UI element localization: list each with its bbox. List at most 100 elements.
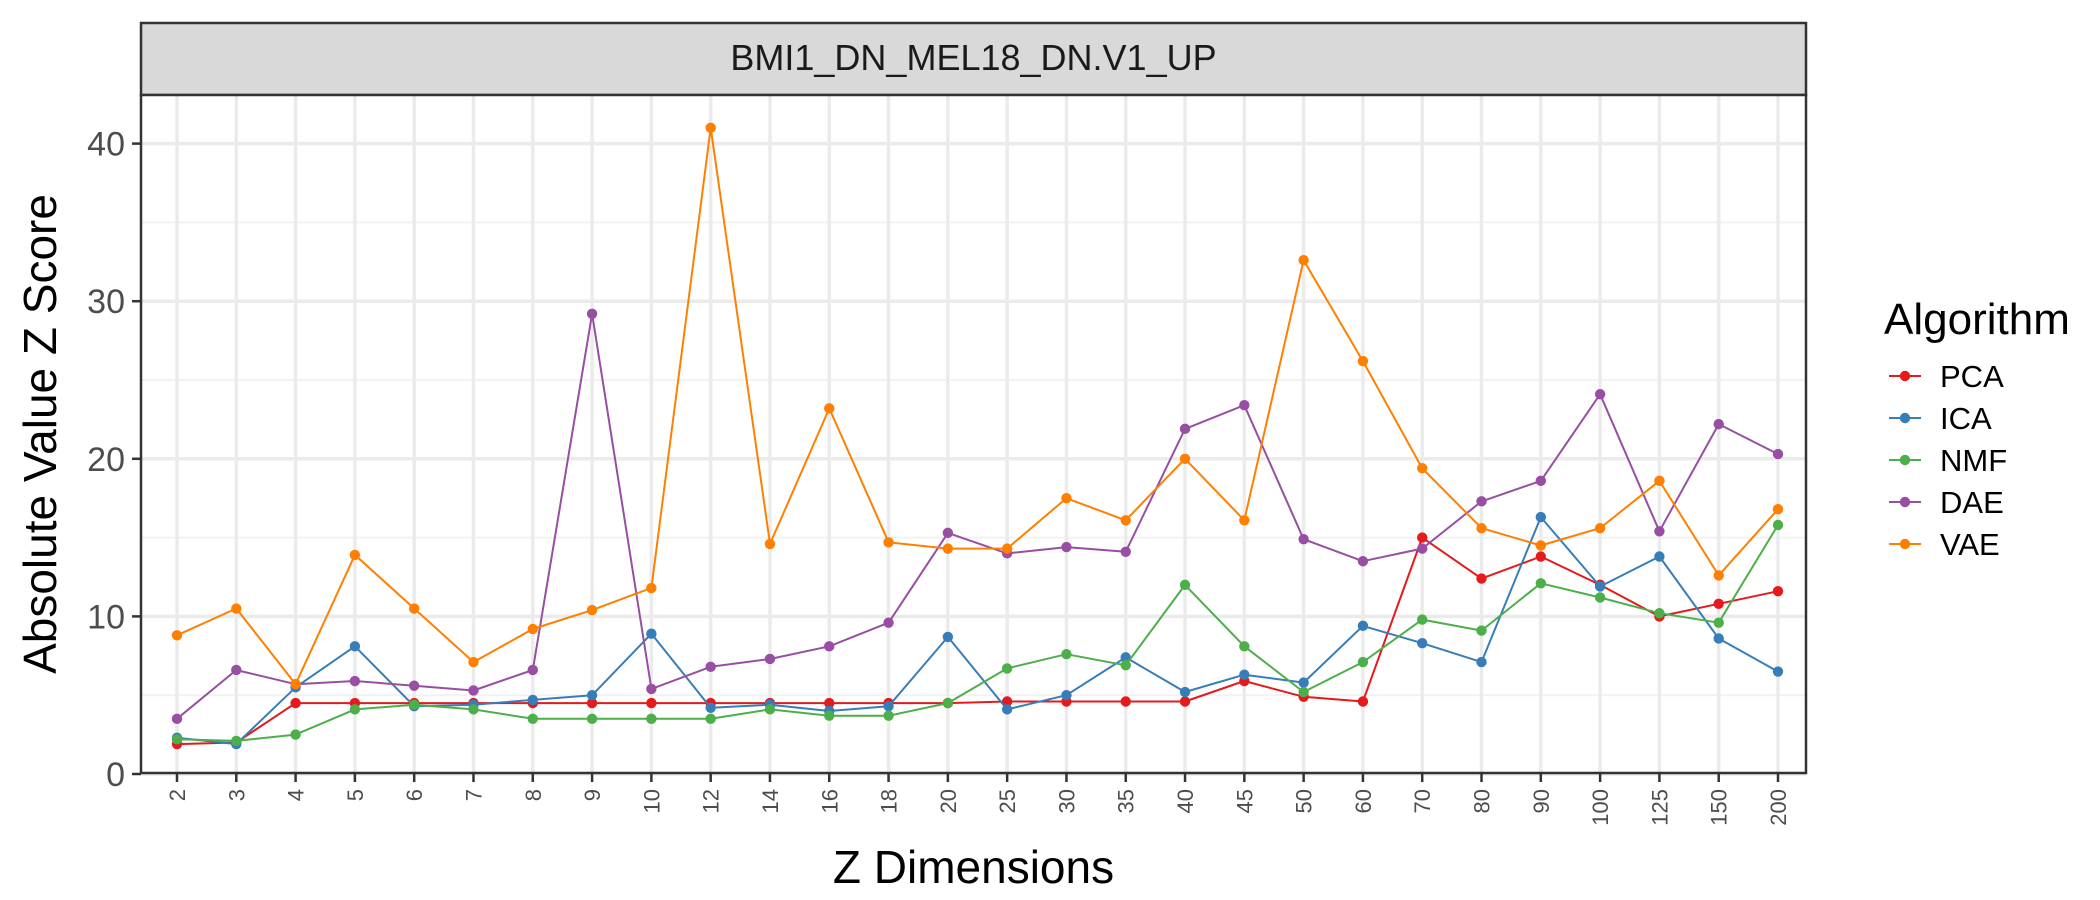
data-point-nmf [527, 713, 538, 725]
data-point-ica [883, 701, 894, 712]
data-point-vae [1120, 515, 1131, 526]
data-point-vae [883, 537, 894, 548]
x-tick-label: 7 [461, 789, 486, 801]
data-point-ica [586, 690, 598, 701]
x-tick-label: 14 [758, 789, 783, 813]
data-point-nmf [1654, 608, 1665, 619]
data-point-vae [468, 656, 479, 668]
y-tick-label: 30 [87, 283, 125, 321]
data-point-pca [1357, 696, 1369, 707]
data-point-nmf [1179, 579, 1191, 591]
data-point-ica [1179, 686, 1191, 698]
data-point-dae [468, 685, 479, 696]
series-line-dae [176, 312, 1779, 720]
series-line-nmf [176, 524, 1779, 742]
data-point-dae [171, 713, 183, 725]
legend-items: PCA ICA NMF DAE VAE [1889, 359, 2007, 562]
data-point-vae [349, 549, 361, 561]
x-tick-label: 70 [1410, 789, 1435, 813]
x-tick-label: 80 [1470, 789, 1495, 813]
legend-swatch-point [1899, 538, 1911, 550]
data-point-dae [1594, 388, 1606, 400]
data-point-vae [1417, 463, 1428, 474]
data-point-pca [824, 697, 835, 709]
data-point-nmf [1713, 617, 1724, 628]
x-tick-label: 60 [1351, 789, 1376, 813]
x-tick-label: 12 [699, 789, 724, 813]
legend-swatch-point [1899, 370, 1911, 382]
y-tick-label: 20 [87, 441, 125, 479]
data-point-nmf [1061, 649, 1072, 660]
legend-title: Algorithm [1884, 295, 2070, 344]
data-point-nmf [290, 729, 301, 740]
data-point-ica [1120, 652, 1131, 663]
x-tick-label: 20 [936, 789, 961, 813]
data-point-vae [1239, 515, 1250, 526]
y-tick-label: 10 [87, 598, 125, 636]
data-point-vae [586, 604, 598, 616]
x-tick-label: 45 [1232, 789, 1257, 813]
data-point-vae [1061, 493, 1072, 504]
data-point-nmf [171, 734, 183, 745]
data-point-pca [1713, 598, 1724, 609]
data-point-nmf [586, 713, 598, 725]
data-point-vae [408, 603, 420, 614]
data-point-dae [646, 683, 657, 695]
data-point-ica [1357, 620, 1369, 632]
x-axis: 2 3 4 5 6 7 8 9 10 12 14 16 18 20 25 30 35 40 45 50 60 70 80 90… [165, 773, 1791, 826]
data-point-ica [1594, 581, 1606, 592]
data-point-nmf [1298, 686, 1309, 698]
data-point-ica [527, 694, 538, 706]
data-point-nmf [231, 735, 242, 747]
data-point-pca [1772, 585, 1784, 597]
data-point-dae [349, 675, 361, 687]
data-point-vae [705, 122, 716, 134]
x-tick-label: 3 [224, 789, 249, 801]
data-point-dae [705, 661, 716, 673]
data-point-dae [1772, 448, 1784, 460]
data-point-ica [705, 702, 716, 714]
data-point-pca [1120, 696, 1131, 707]
data-point-nmf [883, 710, 894, 721]
data-point-dae [586, 308, 598, 320]
data-point-vae [290, 678, 301, 690]
x-tick-label: 4 [284, 789, 309, 801]
data-point-dae [1061, 541, 1072, 553]
data-point-vae [1594, 522, 1606, 534]
data-point-dae [824, 641, 835, 652]
data-point-pca [1417, 532, 1428, 543]
data-point-dae [1357, 556, 1369, 567]
x-axis-title: Z Dimensions [833, 841, 1114, 893]
x-tick-label: 90 [1529, 789, 1554, 813]
data-point-vae [527, 623, 538, 635]
data-point-ica [1476, 656, 1487, 668]
data-point-ica [1417, 637, 1428, 649]
data-point-vae [646, 582, 657, 594]
panel-border [139, 93, 1808, 775]
data-point-nmf [764, 704, 776, 715]
series-line-vae [176, 126, 1779, 686]
x-tick-label: 18 [877, 789, 902, 813]
data-point-nmf [824, 710, 835, 721]
series-nmf [171, 519, 1784, 747]
legend-label: DAE [1940, 485, 2004, 520]
y-tick-label: 0 [106, 756, 125, 794]
data-point-ica [646, 628, 657, 639]
data-point-nmf [1357, 656, 1369, 668]
data-point-vae [1001, 543, 1013, 554]
y-axis: 0 10 20 30 40 [87, 126, 141, 794]
x-tick-label: 40 [1173, 789, 1198, 813]
legend-swatch-point [1899, 454, 1911, 466]
data-point-nmf [1476, 625, 1487, 636]
legend-label: VAE [1940, 527, 2000, 562]
data-point-dae [764, 653, 776, 665]
data-point-dae [1535, 475, 1547, 487]
data-point-dae [1654, 526, 1665, 537]
data-point-vae [1772, 504, 1784, 515]
data-point-ica [1298, 677, 1309, 688]
data-point-nmf [408, 699, 420, 710]
data-point-dae [1239, 400, 1250, 411]
legend-swatch-point [1899, 496, 1911, 508]
data-point-vae [171, 630, 183, 641]
